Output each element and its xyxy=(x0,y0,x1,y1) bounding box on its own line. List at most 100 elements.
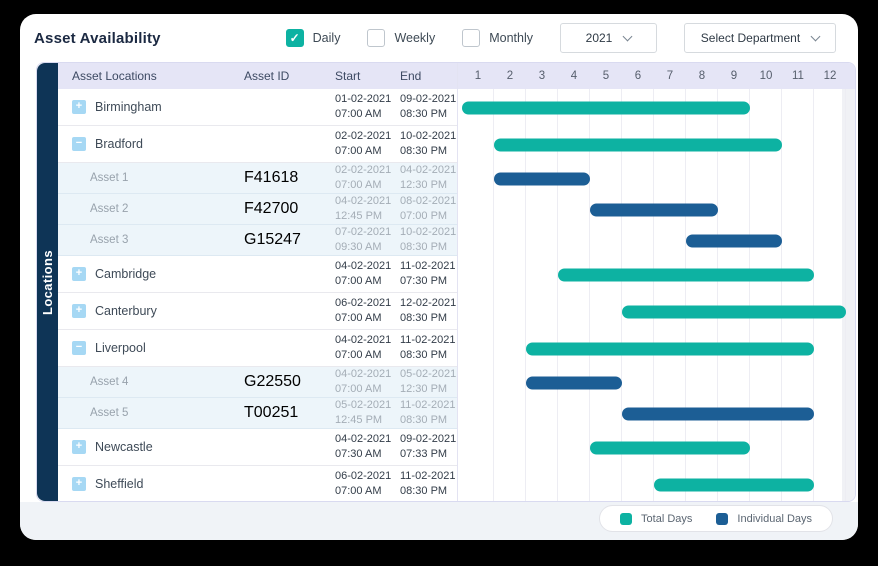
table-row[interactable]: − Bradford 02-02-2021 07:00 AM 10-02-2021 08:… xyxy=(58,126,457,163)
daily-label: Daily xyxy=(312,31,341,45)
grid-column xyxy=(622,89,654,501)
start-cell: 06-02-2021 07:00 AM xyxy=(335,469,400,499)
monthly-checkbox[interactable] xyxy=(462,29,481,47)
end-date: 09-02-2021 xyxy=(400,93,457,105)
expand-button[interactable]: + xyxy=(72,477,86,491)
legend-item-total-days[interactable]: Total Days xyxy=(620,512,692,525)
table-row[interactable]: + Sheffield 06-02-2021 07:00 AM 11-02-2021 08… xyxy=(58,466,457,501)
gantt-row xyxy=(458,293,846,330)
expand-button[interactable]: + xyxy=(72,100,86,114)
gantt-row xyxy=(458,330,842,367)
grid-column xyxy=(526,89,558,501)
day-header-12: 12 xyxy=(823,70,837,82)
row-name-cell: Asset 5 xyxy=(58,407,244,419)
gantt-bar-sheffield[interactable] xyxy=(654,478,814,491)
table-row[interactable]: Asset 3 G15247 07-02-2021 09:30 AM 10-02-202… xyxy=(58,225,457,256)
end-cell: 09-02-2021 07:33 PM xyxy=(400,432,457,462)
column-header-asset-locations: Asset Locations xyxy=(72,69,157,83)
table-row[interactable]: Asset 4 G22550 04-02-2021 07:00 AM 05-02-202… xyxy=(58,367,457,398)
day-header-11: 11 xyxy=(792,70,804,82)
monthly-checkbox-item[interactable]: Monthly xyxy=(462,29,533,47)
row-name-cell: + Canterbury xyxy=(58,304,244,318)
expand-button[interactable]: + xyxy=(72,304,86,318)
row-label: Canterbury xyxy=(95,304,157,318)
end-date: 11-02-2021 xyxy=(400,399,456,411)
start-time: 07:00 AM xyxy=(335,312,382,324)
start-cell: 02-02-2021 07:00 AM xyxy=(335,163,400,193)
gantt-bar-asset-1[interactable] xyxy=(494,172,590,185)
gantt-bar-cambridge[interactable] xyxy=(558,268,814,281)
end-cell: 11-02-2021 08:30 PM xyxy=(400,333,457,363)
end-time: 08:30 PM xyxy=(400,241,448,253)
start-time: 09:30 AM xyxy=(335,241,382,253)
end-time: 12:30 PM xyxy=(400,383,448,395)
table-row[interactable]: − Liverpool 04-02-2021 07:00 AM 11-02-2021 08… xyxy=(58,330,457,367)
grid-column xyxy=(686,89,718,501)
table-row[interactable]: Asset 5 T00251 05-02-2021 12:45 PM 11-02-202… xyxy=(58,398,457,429)
gantt-row xyxy=(458,89,842,126)
table-body: + Birmingham 01-02-2021 07:00 AM 09-02-2021 0… xyxy=(58,89,457,501)
day-header-10: 10 xyxy=(759,70,773,82)
timeline-header: 1 2 3 4 5 6 7 8 9 10 11 12 xyxy=(458,63,842,89)
table-row[interactable]: + Cambridge 04-02-2021 07:00 AM 11-02-2021 07… xyxy=(58,256,457,293)
expand-button[interactable]: + xyxy=(72,440,86,454)
end-date: 10-02-2021 xyxy=(400,226,457,238)
row-name-cell: Asset 3 xyxy=(58,234,244,246)
end-time: 07:30 PM xyxy=(400,275,448,287)
asset-id-cell: T00251 xyxy=(244,404,299,421)
expand-button[interactable]: + xyxy=(72,267,86,281)
start-time: 07:30 AM xyxy=(335,448,382,460)
table-row[interactable]: + Birmingham 01-02-2021 07:00 AM 09-02-2021 0… xyxy=(58,89,457,126)
weekly-checkbox-item[interactable]: Weekly xyxy=(367,29,435,47)
gantt-bar-bradford[interactable] xyxy=(494,138,782,151)
gantt-chart: 1 2 3 4 5 6 7 8 9 10 11 12 xyxy=(458,63,846,501)
collapse-button[interactable]: − xyxy=(72,341,86,355)
gantt-row xyxy=(458,256,842,293)
gantt-bar-asset-5[interactable] xyxy=(622,407,814,420)
collapse-button[interactable]: − xyxy=(72,137,86,151)
individual-days-label: Individual Days xyxy=(737,512,812,525)
start-time: 07:00 AM xyxy=(335,145,382,157)
total-days-swatch-icon xyxy=(620,512,633,525)
start-time: 07:00 AM xyxy=(335,108,382,120)
table-row[interactable]: Asset 2 F42700 04-02-2021 12:45 PM 08-02-202… xyxy=(58,194,457,225)
gantt-row xyxy=(458,194,842,225)
daily-checkbox-item[interactable]: Daily xyxy=(285,29,341,47)
weekly-checkbox[interactable] xyxy=(367,29,386,47)
start-date: 04-02-2021 xyxy=(335,334,392,346)
start-date: 02-02-2021 xyxy=(335,164,392,176)
row-label: Bradford xyxy=(95,137,143,151)
legend-item-individual-days[interactable]: Individual Days xyxy=(716,512,812,525)
row-label: Asset 1 xyxy=(90,172,129,184)
end-cell: 11-02-2021 07:30 PM xyxy=(400,259,457,289)
gantt-bar-canterbury[interactable] xyxy=(622,305,846,318)
grid-column xyxy=(750,89,782,501)
end-cell: 10-02-2021 08:30 PM xyxy=(400,129,457,159)
table-row[interactable]: Asset 1 F41618 02-02-2021 07:00 AM 04-02-202… xyxy=(58,163,457,194)
end-cell: 11-02-2021 08:30 PM xyxy=(400,398,457,428)
gantt-bar-asset-4[interactable] xyxy=(526,376,622,389)
asset-id-cell: F42700 xyxy=(244,200,299,217)
gantt-bar-asset-2[interactable] xyxy=(590,203,718,216)
end-time: 07:00 PM xyxy=(400,210,448,222)
table-row[interactable]: + Canterbury 06-02-2021 07:00 AM 12-02-2021 0… xyxy=(58,293,457,330)
gantt-row xyxy=(458,466,842,501)
year-select[interactable]: 2021 xyxy=(560,23,657,53)
weekly-label: Weekly xyxy=(394,31,436,45)
card-footer: Total Days Individual Days xyxy=(20,502,858,540)
gantt-bar-birmingham[interactable] xyxy=(462,101,750,114)
gantt-row xyxy=(458,225,842,256)
grid-column xyxy=(814,89,846,501)
department-select[interactable]: Select Department xyxy=(684,23,836,53)
gantt-row xyxy=(458,429,842,466)
end-time: 08:30 PM xyxy=(400,485,448,497)
daily-checkbox[interactable] xyxy=(285,29,304,47)
start-date: 04-02-2021 xyxy=(335,433,392,445)
gantt-bar-liverpool[interactable] xyxy=(526,342,814,355)
table-row[interactable]: + Newcastle 04-02-2021 07:30 AM 09-02-2021 07… xyxy=(58,429,457,466)
gantt-bar-asset-3[interactable] xyxy=(686,234,782,247)
gantt-bar-newcastle[interactable] xyxy=(590,441,750,454)
table-header: Asset Locations Asset ID Start End xyxy=(58,63,457,89)
gantt-rows xyxy=(458,89,846,501)
start-cell: 04-02-2021 07:30 AM xyxy=(335,432,400,462)
